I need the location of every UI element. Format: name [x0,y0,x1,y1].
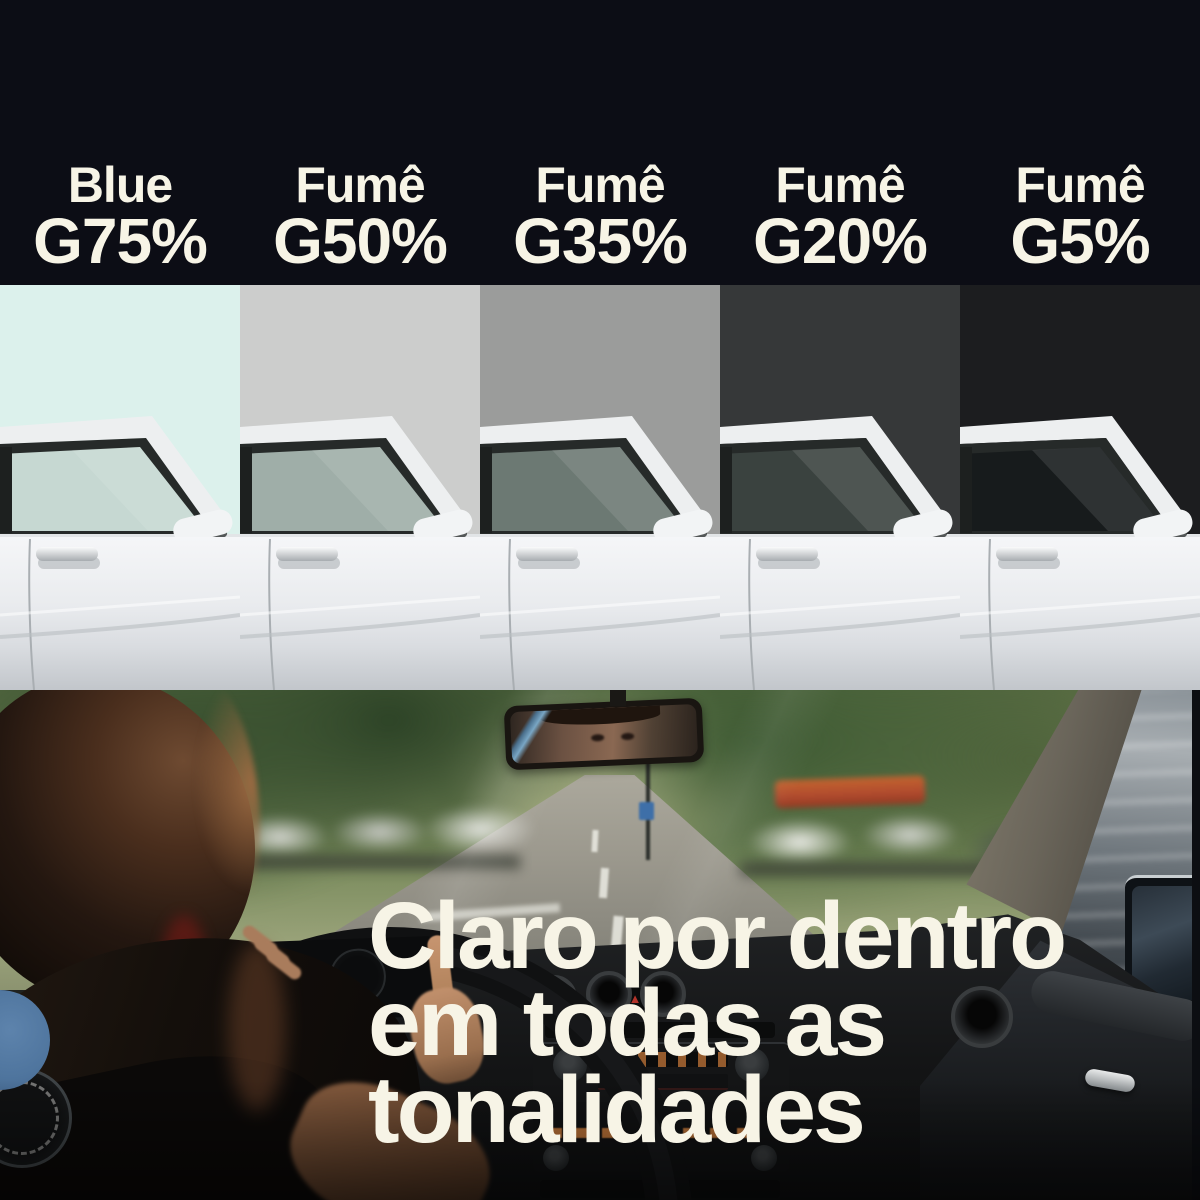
car-interior-photo: ▲ [0,690,1200,1200]
tint-label: Fumê G5% [960,159,1200,285]
door-window-glass [960,447,1166,531]
belt-line [240,534,480,539]
belt-line [480,534,720,539]
reflected-eye [620,732,635,741]
body-crease-highlight [240,595,480,617]
b-pillar [240,447,252,533]
b-pillar [720,447,732,533]
tint-label: Blue G75% [0,159,240,285]
car-door-illustration [960,285,1200,690]
roof-rail [720,416,952,536]
door-handle [996,547,1058,561]
car-door-illustration [480,285,720,690]
door-gap-line [268,538,275,690]
roof-rail [0,416,232,536]
headline-line-1: Claro por dentro [368,883,1067,989]
glass-sheen [72,447,206,531]
air-vent [640,971,686,1017]
belt-line [720,534,960,539]
door-gap-line [28,538,35,690]
car-door-illustration [240,285,480,690]
exterior-mirror-glass [1132,886,1200,1000]
tint-label: Fumê G35% [480,159,720,285]
car-door-illustration [720,285,960,690]
body-crease-highlight [480,595,720,617]
sign-pole [646,730,650,860]
glass-sheen [1032,447,1166,531]
mirror-mount [610,690,626,706]
tint-name: Fumê [535,157,665,213]
belt-line [960,534,1200,539]
radio-knob [735,1048,769,1082]
glass-sheen [552,447,686,531]
headline: Claro por dentro em todas as tonalidades [368,883,1067,1163]
door-window-glass [480,447,686,531]
body-crease-highlight [720,595,960,617]
tint-name: Blue [67,157,173,213]
headline-line-2: em todas as [368,970,887,1076]
roof-rail [960,416,1192,536]
body-crease-shadow [960,613,1200,639]
door-handle [756,547,818,561]
tint-label: Fumê G50% [240,159,480,285]
reflected-eye [591,734,605,742]
headline-line-3: tonalidades [368,1057,866,1163]
tint-grade: G75% [33,205,208,277]
body-crease-shadow [0,613,240,639]
belt-line [0,534,240,539]
mirror-reflection-streak [509,708,603,765]
door-handle [36,547,98,561]
bottom-vignette [0,1080,1200,1200]
glass-sheen [312,447,446,531]
body-crease-shadow [720,613,960,639]
roof-rail [480,416,712,536]
tint-panels-band [0,285,1200,690]
body-crease-shadow [240,613,480,639]
air-vent [951,986,1013,1048]
tint-label: Fumê G20% [720,159,960,285]
cars-shadow [740,862,1040,876]
tint-grade: G35% [513,205,688,277]
rearview-mirror [503,697,705,771]
roof-rail [240,416,472,536]
door-gap-line [988,538,995,690]
tint-panel [0,285,240,690]
road-sign [639,802,654,820]
right-edge-shadow [1192,690,1200,1200]
rearview-mirror-glass [509,703,699,765]
tint-name: Fumê [775,157,905,213]
tint-panel [960,285,1200,690]
door-gap-line [508,538,515,690]
tint-panel [480,285,720,690]
tint-grade: G20% [753,205,928,277]
door-window-glass [720,447,926,531]
car-door-illustration [0,285,240,690]
b-pillar [0,447,12,533]
tint-name: Fumê [1015,157,1145,213]
tint-labels-band: Blue G75% Fumê G50% Fumê G35% Fumê G20% … [0,0,1200,285]
body-crease-highlight [0,595,240,617]
b-pillar [480,447,492,533]
tint-panel [720,285,960,690]
tint-grade: G50% [273,205,448,277]
door-handle [516,547,578,561]
tint-name: Fumê [295,157,425,213]
door-handle [276,547,338,561]
body-crease-highlight [960,595,1200,617]
b-pillar [960,447,972,533]
tint-grade: G5% [1010,205,1150,277]
tint-panel [240,285,480,690]
body-crease-shadow [480,613,720,639]
door-window-glass [240,447,446,531]
door-gap-line [748,538,755,690]
glass-sheen [792,447,926,531]
door-window-glass [0,447,206,531]
